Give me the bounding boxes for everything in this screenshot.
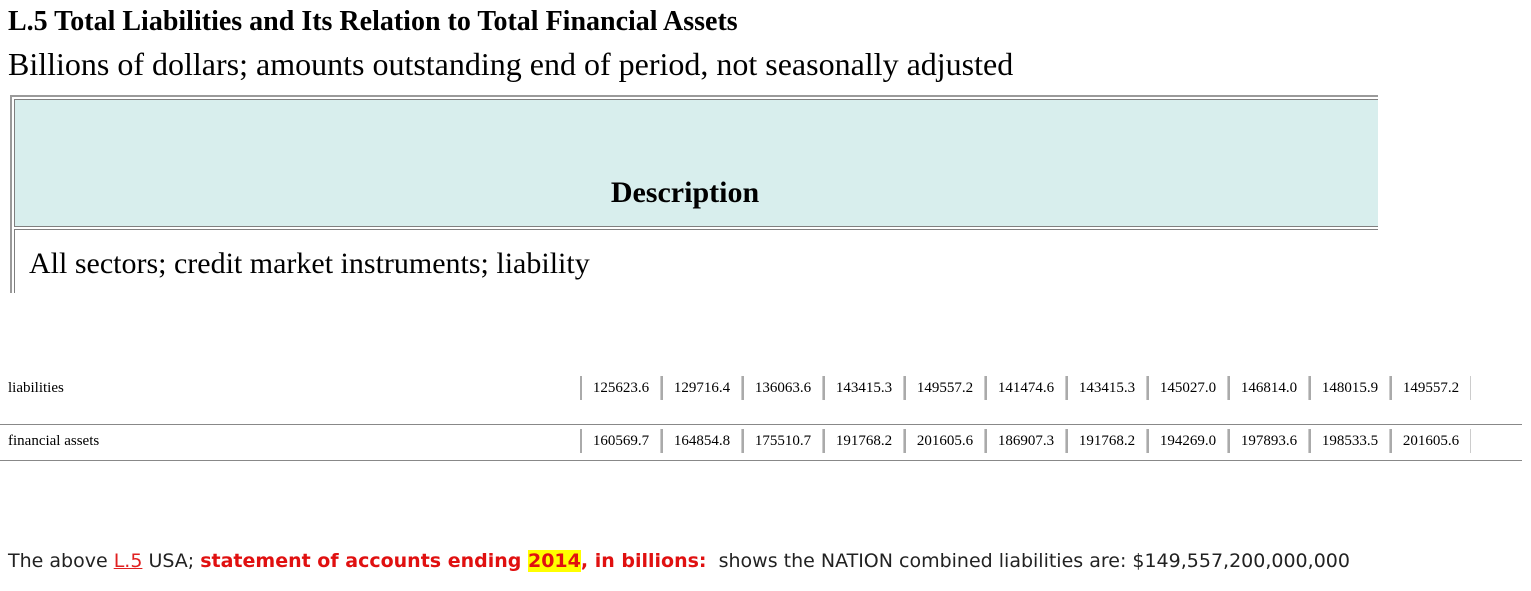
value-cell: 129716.4 [661,376,742,400]
description-row-label: All sectors; credit market instruments; … [29,247,590,280]
value-cell: 148015.9 [1309,376,1390,400]
value-cell: 141474.6 [985,376,1066,400]
row-label: liabilities [8,380,64,396]
statement-units: , in billions: [580,550,707,572]
value-cell: 194269.0 [1147,429,1228,453]
description-header-label: Description [610,176,760,209]
description-header: Description [14,99,1378,227]
value-cell: 164854.8 [661,429,742,453]
statement-text: statement of accounts ending 2014, in bi… [200,550,707,572]
description-table: Description All sectors; credit market i… [10,95,1378,293]
value-cell: 186907.3 [985,429,1066,453]
value-cell: 201605.6 [904,429,985,453]
value-cell: 191768.2 [823,429,904,453]
value-cell: 197893.6 [1228,429,1309,453]
statement-label: statement of accounts ending [200,550,522,572]
row-divider [0,460,1522,461]
value-cell: 146814.0 [1228,376,1309,400]
value-cell: 145027.0 [1147,376,1228,400]
page-title: L.5 Total Liabilities and Its Relation t… [8,6,738,37]
value-cell: 149557.2 [904,376,985,400]
value-cell: 143415.3 [1066,376,1147,400]
summary-middle: USA; [148,550,195,572]
summary-text: The above L.5 USA; statement of accounts… [8,550,1350,572]
row-label: financial assets [8,433,100,449]
value-cell: 160569.7 [580,429,661,453]
value-cell: 201605.6 [1390,429,1471,453]
description-row: All sectors; credit market instruments; … [14,229,1378,293]
page-subtitle: Billions of dollars; amounts outstanding… [8,46,1014,82]
value-cell: 125623.6 [580,376,661,400]
row-divider [0,424,1522,425]
value-cell: 175510.7 [742,429,823,453]
description-table-container: Description All sectors; credit market i… [10,95,1378,293]
liabilities-values: 125623.6 129716.4 136063.6 143415.3 149557.2… [580,376,1471,400]
value-cell: 198533.5 [1309,429,1390,453]
summary-prefix: The above [8,550,108,572]
l5-link[interactable]: L.5 [113,550,143,572]
financial-assets-values: 160569.7 164854.8 175510.7 191768.2 201605.6… [580,429,1471,453]
year-highlight: 2014 [527,550,581,572]
value-cell: 191768.2 [1066,429,1147,453]
value-cell: 136063.6 [742,376,823,400]
summary-suffix: shows the NATION combined liabilities ar… [718,550,1350,572]
value-cell: 143415.3 [823,376,904,400]
value-cell: 149557.2 [1390,376,1471,400]
